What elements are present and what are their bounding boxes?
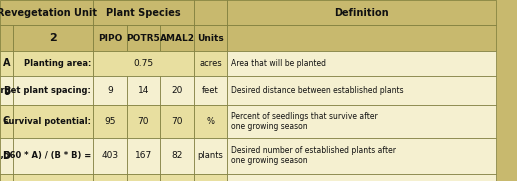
Bar xyxy=(194,138,227,174)
Text: POTR5: POTR5 xyxy=(127,33,160,43)
Text: Revegetation Unit: Revegetation Unit xyxy=(0,8,97,18)
Text: AMAL2: AMAL2 xyxy=(160,33,194,43)
Bar xyxy=(160,76,194,105)
Bar xyxy=(227,51,496,76)
Text: 70: 70 xyxy=(138,117,149,126)
Text: 70: 70 xyxy=(171,117,183,126)
Text: Plant Species: Plant Species xyxy=(106,8,181,18)
Bar xyxy=(227,25,496,51)
Bar xyxy=(13,76,93,105)
Text: (43,560 * A) / (B * B) =: (43,560 * A) / (B * B) = xyxy=(0,151,91,160)
Text: 82: 82 xyxy=(171,151,183,160)
Text: PIPO: PIPO xyxy=(98,33,122,43)
Bar xyxy=(194,174,227,181)
Text: Units: Units xyxy=(197,33,224,43)
Bar xyxy=(93,76,127,105)
Bar xyxy=(0,174,13,181)
Bar xyxy=(194,25,227,51)
Bar xyxy=(194,105,227,138)
Bar xyxy=(227,138,496,174)
Bar xyxy=(127,76,160,105)
Bar xyxy=(0,51,13,76)
Bar xyxy=(127,25,160,51)
Text: 95: 95 xyxy=(104,117,116,126)
Text: Desired distance between established plants: Desired distance between established pla… xyxy=(231,86,404,95)
Bar xyxy=(0,25,13,51)
Bar xyxy=(194,51,227,76)
Bar xyxy=(127,105,160,138)
Bar xyxy=(160,25,194,51)
Text: Definition: Definition xyxy=(334,8,389,18)
Bar xyxy=(93,105,127,138)
Bar xyxy=(13,51,93,76)
Bar xyxy=(227,174,496,181)
Bar xyxy=(127,138,160,174)
Text: 167: 167 xyxy=(135,151,152,160)
Bar xyxy=(160,138,194,174)
Text: C: C xyxy=(3,116,10,126)
Text: 403: 403 xyxy=(101,151,118,160)
Text: B: B xyxy=(3,85,10,96)
Text: Planting area:: Planting area: xyxy=(24,59,91,68)
Bar xyxy=(227,105,496,138)
Text: A: A xyxy=(3,58,10,68)
Text: acres: acres xyxy=(199,59,222,68)
Bar xyxy=(227,0,496,25)
Text: Percent of seedlings that survive after
one growing season: Percent of seedlings that survive after … xyxy=(231,111,378,131)
Text: Desired number of established plants after
one growing season: Desired number of established plants aft… xyxy=(231,146,396,165)
Text: %: % xyxy=(207,117,215,126)
Bar xyxy=(194,76,227,105)
Bar xyxy=(0,76,13,105)
Bar xyxy=(93,174,127,181)
Bar xyxy=(13,174,93,181)
Bar xyxy=(13,25,93,51)
Bar xyxy=(0,105,13,138)
Bar xyxy=(160,174,194,181)
Bar xyxy=(0,138,13,174)
Bar xyxy=(13,105,93,138)
Text: Area that will be planted: Area that will be planted xyxy=(231,59,326,68)
Bar xyxy=(227,76,496,105)
Text: 20: 20 xyxy=(171,86,183,95)
Bar xyxy=(93,51,194,76)
Bar xyxy=(194,0,227,25)
Text: plants: plants xyxy=(197,151,224,160)
Text: 0.75: 0.75 xyxy=(133,59,154,68)
Bar xyxy=(93,138,127,174)
Bar xyxy=(13,138,93,174)
Bar xyxy=(0,0,93,25)
Text: D: D xyxy=(3,151,10,161)
Text: 9: 9 xyxy=(107,86,113,95)
Text: 14: 14 xyxy=(138,86,149,95)
Text: Ave. survival potential:: Ave. survival potential: xyxy=(0,117,91,126)
Bar xyxy=(93,0,194,25)
Text: Target plant spacing:: Target plant spacing: xyxy=(0,86,91,95)
Bar xyxy=(127,174,160,181)
Bar xyxy=(160,105,194,138)
Text: feet: feet xyxy=(202,86,219,95)
Bar xyxy=(93,25,127,51)
Text: 2: 2 xyxy=(49,33,57,43)
